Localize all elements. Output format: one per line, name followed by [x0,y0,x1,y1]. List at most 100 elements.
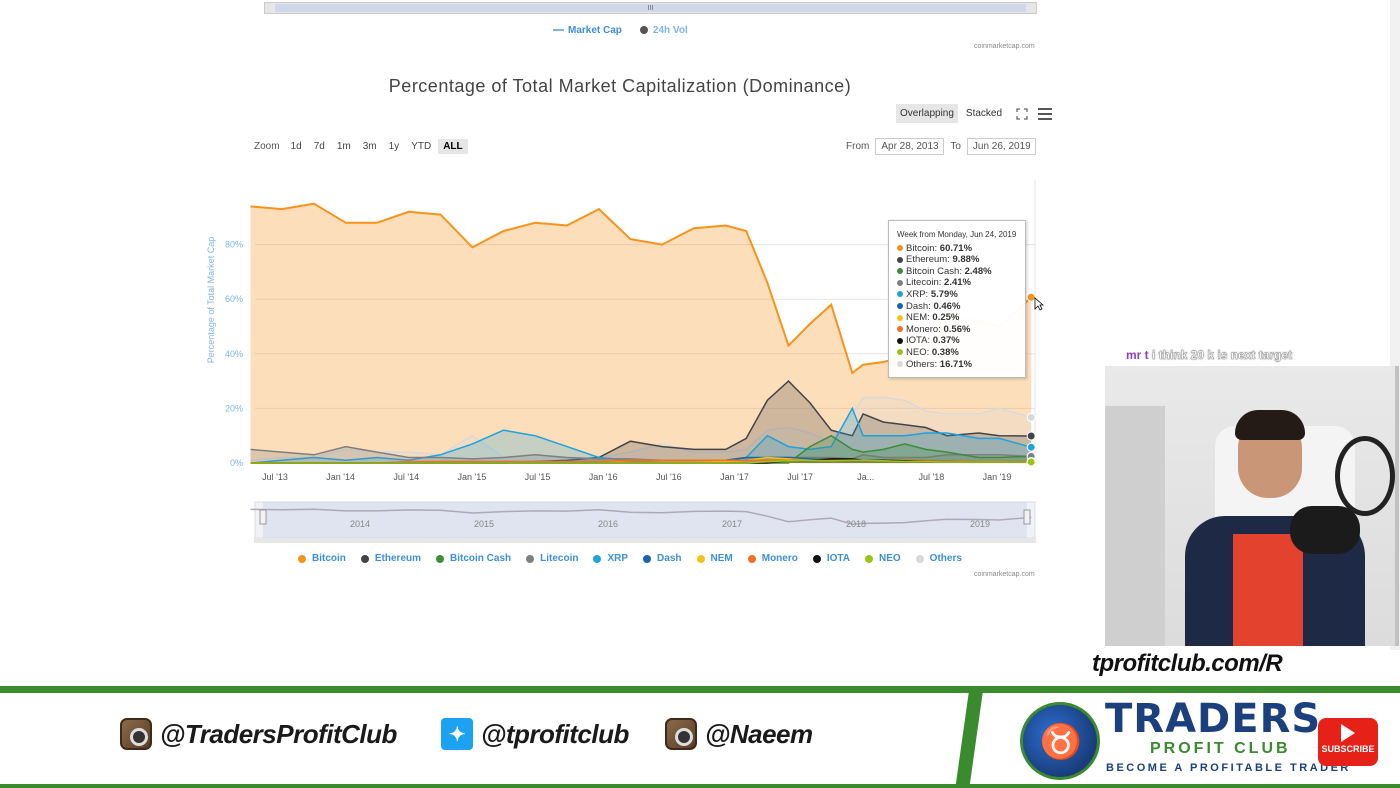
tooltip-dot-icon [897,314,903,321]
marker-ethereum [1026,431,1036,441]
legend-label: Litecoin [540,553,579,564]
tooltip-series-value: 0.56% [943,323,971,335]
legend-item-iota[interactable]: IOTA [812,553,850,564]
navigator-left-handle [259,509,267,525]
legend-item-dash[interactable]: Dash [643,553,682,564]
zoom-3m-button[interactable]: 3m [362,141,377,152]
tooltip-row: Bitcoin: 60.71% [897,243,1017,255]
legend-dot-icon [643,554,652,563]
legend-item-nem[interactable]: NEM [696,553,733,564]
y-tick-label: 80% [225,240,243,250]
x-tick-label: Jan '14 [326,472,355,482]
x-tick-label: Jul '15 [525,472,551,482]
previous-chart-legend: Market Cap 24h Vol [553,25,688,36]
legend-dot-icon [436,554,445,563]
from-date-input[interactable] [875,138,945,155]
play-icon [1341,724,1355,742]
y-tick-label: 40% [225,349,243,359]
area-others [250,397,1032,463]
legend-item-bitcoin[interactable]: Bitcoin [298,553,346,564]
chat-text: i think 20 k is next target [1152,348,1293,362]
mode-toggle: Overlapping Stacked [896,104,1053,123]
legend-item-ethereum[interactable]: Ethereum [360,553,421,564]
instagram-icon [665,718,697,750]
line-others [250,396,1032,462]
tooltip-dot-icon [897,268,903,275]
to-date-input[interactable] [966,138,1036,155]
mouse-cursor-icon [1034,297,1044,311]
logo-title: TRADERS [1105,696,1322,742]
y-axis-label: Percentage of Total Market Cap [206,237,216,363]
logo-subtitle: PROFIT CLUB [1150,740,1291,757]
legend-dot-icon [865,554,873,563]
zoom-ytd-button[interactable]: YTD [411,141,432,152]
previous-chart-credit[interactable]: coinmarketcap.com [974,43,1035,50]
twitter-handle: ✦ @tprofitclub [441,718,629,750]
instagram-handle-2: @Naeem [665,718,813,750]
y-axis-ticks: 0% 20% 40% 60% 80% [225,240,243,468]
to-label: To [950,141,961,152]
bottom-banner [0,693,1400,788]
x-tick-label: Jan '15 [458,472,487,482]
dominance-chart[interactable]: 0% 20% 40% 60% 80% Percentage of Total Marke… [200,160,1050,550]
tooltip-series-value: 5.79% [930,288,958,300]
page-scrollbar[interactable] [1390,0,1400,650]
site-url: tprofitclub.com/R [1092,650,1283,677]
tooltip-row: Monero: 0.56% [897,324,1017,336]
navigator-selection [263,502,1027,538]
subscribe-button[interactable]: SUBSCRIBE [1318,718,1378,766]
chart-credit[interactable]: coinmarketcap.com [974,571,1035,578]
legend-dot-icon [696,554,705,563]
navigator-tick-label: 2019 [970,519,990,529]
legend-label: Bitcoin Cash [450,553,512,564]
tooltip-series-name: Ethereum [906,254,948,266]
tooltip-row: IOTA: 0.37% [897,335,1017,347]
legend-item-24h-vol[interactable]: 24h Vol [639,25,688,36]
zoom-7d-button[interactable]: 7d [313,141,325,152]
tooltip-row: NEO: 0.38% [897,347,1017,359]
legend-label: IOTA [826,553,850,564]
zoom-all-button[interactable]: ALL [438,139,468,154]
navigator-thumb[interactable] [275,4,1026,12]
x-tick-label: Jul '17 [787,472,813,482]
legend-item-monero[interactable]: Monero [747,553,798,564]
tooltip-series-value: 0.37% [932,335,960,347]
chart-navigator[interactable]: 2014 2015 2016 2017 2018 2019 [250,501,1037,543]
marker-neo [1026,457,1036,467]
overlapping-button[interactable]: Overlapping [896,104,958,123]
legend-item-market-cap[interactable]: Market Cap [553,25,622,36]
previous-chart-navigator[interactable]: III [264,2,1037,14]
tooltip-row: Others: 16.71% [897,359,1017,371]
zoom-1y-button[interactable]: 1y [388,141,400,152]
twitter-icon: ✦ [441,718,473,750]
legend-label: Dash [657,553,682,564]
zoom-1d-button[interactable]: 1d [290,141,302,152]
tooltip-row: XRP: 5.79% [897,289,1017,301]
navigator-grip-icon[interactable]: III [647,5,654,12]
marker-bitcoin [1026,292,1036,302]
navigator-tick-label: 2016 [598,519,618,529]
tooltip-series-name: Litecoin [906,277,939,289]
tooltip-dot-icon [897,361,903,368]
legend-item-litecoin[interactable]: Litecoin [526,553,578,564]
webcam-feed [1105,366,1395,646]
from-label: From [846,141,870,152]
legend-item-xrp[interactable]: XRP [593,553,628,564]
navigator-tick-label: 2015 [474,519,494,529]
fullscreen-icon[interactable] [1016,107,1028,120]
tooltip-dot-icon [897,291,903,298]
x-tick-label: Jul '13 [262,472,288,482]
legend-dot-icon [915,554,924,563]
legend-dot-icon [526,554,535,563]
scrollbar-thumb[interactable] [1391,366,1399,646]
date-range: From To [846,138,1036,155]
legend-item-bitcoin-cash[interactable]: Bitcoin Cash [436,553,511,564]
legend-item-neo[interactable]: NEO [865,553,901,564]
stacked-button[interactable]: Stacked [965,108,1003,119]
legend-label: Others [929,553,962,564]
tooltip-row: Dash: 0.46% [897,301,1017,313]
hamburger-menu-icon[interactable] [1038,107,1053,120]
legend-label: NEO [879,553,901,564]
zoom-1m-button[interactable]: 1m [336,141,351,152]
legend-item-others[interactable]: Others [915,553,962,564]
